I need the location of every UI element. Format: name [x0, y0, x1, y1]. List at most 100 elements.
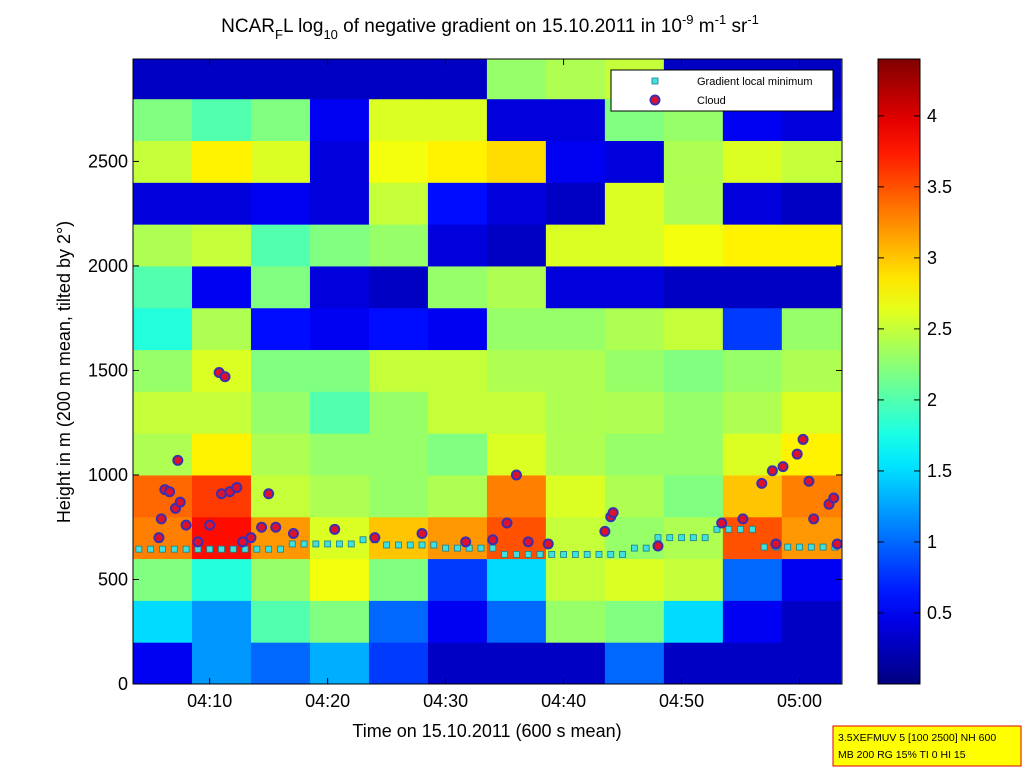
heatmap-cell: [781, 558, 842, 601]
title-part: m: [694, 16, 715, 37]
heatmap-cell: [663, 391, 724, 434]
heatmap-cell: [133, 642, 193, 684]
heatmap-cell: [722, 600, 783, 643]
heatmap-cell: [604, 516, 665, 560]
overlay: [135, 367, 842, 558]
heatmap-cell: [663, 182, 724, 225]
heatmap-cell: [133, 474, 193, 518]
heatmap-cell: [722, 182, 783, 225]
heatmap-cell: [133, 600, 193, 643]
title-part: L log: [283, 16, 324, 37]
heatmap-cell: [486, 349, 547, 392]
heatmap-cell: [722, 474, 783, 518]
heatmap-cell: [133, 558, 193, 601]
heatmap-cell: [250, 140, 311, 183]
title-part: NCAR: [221, 16, 275, 37]
heatmap-cell: [486, 182, 547, 225]
marker-square: [807, 543, 815, 551]
heatmap-cell: [309, 558, 370, 601]
heatmap-cell: [545, 391, 606, 434]
heatmap-cell: [133, 307, 193, 351]
heatmap-cell: [781, 433, 842, 476]
marker-square: [630, 544, 638, 552]
heatmap-cell: [545, 433, 606, 476]
heatmap-cell: [191, 433, 252, 476]
heatmap-cell: [427, 558, 488, 601]
heatmap-cell: [191, 600, 252, 643]
heatmap-cell: [191, 558, 252, 601]
title-part: 10: [323, 27, 337, 42]
heatmap-cell: [722, 391, 783, 434]
heatmap-cell: [781, 140, 842, 183]
heatmap-cell: [486, 265, 547, 309]
heatmap-cell: [250, 307, 311, 351]
heatmap-cell: [427, 59, 488, 100]
heatmap-cell: [663, 307, 724, 351]
y-tick-label: 0: [118, 674, 128, 694]
heatmap-cell: [722, 307, 783, 351]
marker-square: [147, 545, 155, 553]
heatmap-cell: [133, 433, 193, 476]
marker-square: [689, 534, 697, 542]
heatmap-cell: [604, 140, 665, 183]
marker-circle: [192, 536, 204, 548]
marker-square: [229, 545, 237, 553]
heatmap-cell: [545, 307, 606, 351]
x-tick-label: 04:50: [659, 691, 704, 711]
marker-circle: [263, 488, 275, 500]
heatmap-cell: [427, 98, 488, 142]
colorbar-tick-label: 1: [927, 532, 937, 552]
heatmap-cell: [427, 140, 488, 183]
y-axis-label: Height in m (200 m mean, tilted by 2°): [54, 221, 74, 523]
heatmap-cell: [663, 474, 724, 518]
heatmap-cell: [250, 474, 311, 518]
heatmap-cell: [250, 600, 311, 643]
marker-square: [300, 540, 308, 548]
marker-circle: [460, 536, 472, 548]
marker-circle: [803, 475, 815, 487]
marker-square: [489, 544, 497, 552]
marker-circle: [831, 538, 842, 550]
heatmap-cell: [368, 349, 429, 392]
title-part: -1: [715, 12, 727, 27]
heatmap-cell: [486, 600, 547, 643]
marker-square: [347, 540, 355, 548]
legend-label: Gradient local minimum: [697, 76, 813, 88]
heatmap-cell: [781, 642, 842, 684]
marker-circle: [164, 486, 176, 498]
title-part: -9: [682, 12, 694, 27]
heatmap-cell: [604, 349, 665, 392]
legend: [610, 69, 834, 112]
marker-square: [619, 551, 626, 558]
marker-circle: [231, 482, 243, 494]
marker-square: [501, 551, 509, 558]
marker-circle: [270, 521, 282, 533]
heatmap-cell: [604, 433, 665, 476]
marker-square: [383, 541, 391, 549]
heatmap-cell: [545, 182, 606, 225]
marker-circle: [245, 532, 257, 544]
heatmap-cell: [133, 349, 193, 392]
heatmap-cell: [133, 98, 193, 142]
heatmap-cell: [368, 474, 429, 518]
heatmap-cell: [309, 433, 370, 476]
heatmap-cell: [309, 182, 370, 225]
marker-square: [513, 551, 520, 558]
y-tick-label: 500: [98, 569, 128, 589]
x-tick-label: 05:00: [777, 691, 822, 711]
legend-label: Cloud: [697, 95, 726, 107]
heatmap-cell: [722, 558, 783, 601]
marker-circle: [766, 465, 778, 477]
marker-circle: [716, 517, 728, 529]
heatmap-cell: [309, 224, 370, 267]
colorbar-tick-label: 2.5: [927, 319, 952, 339]
heatmap-cell: [191, 140, 252, 183]
heatmap-cell: [486, 307, 547, 351]
legend-marker: [651, 77, 659, 85]
heatmap-cell: [663, 224, 724, 267]
heatmap-cell: [133, 265, 193, 309]
marker-square: [595, 551, 603, 558]
x-tick-label: 04:40: [541, 691, 586, 711]
heatmap-cell: [368, 59, 429, 100]
